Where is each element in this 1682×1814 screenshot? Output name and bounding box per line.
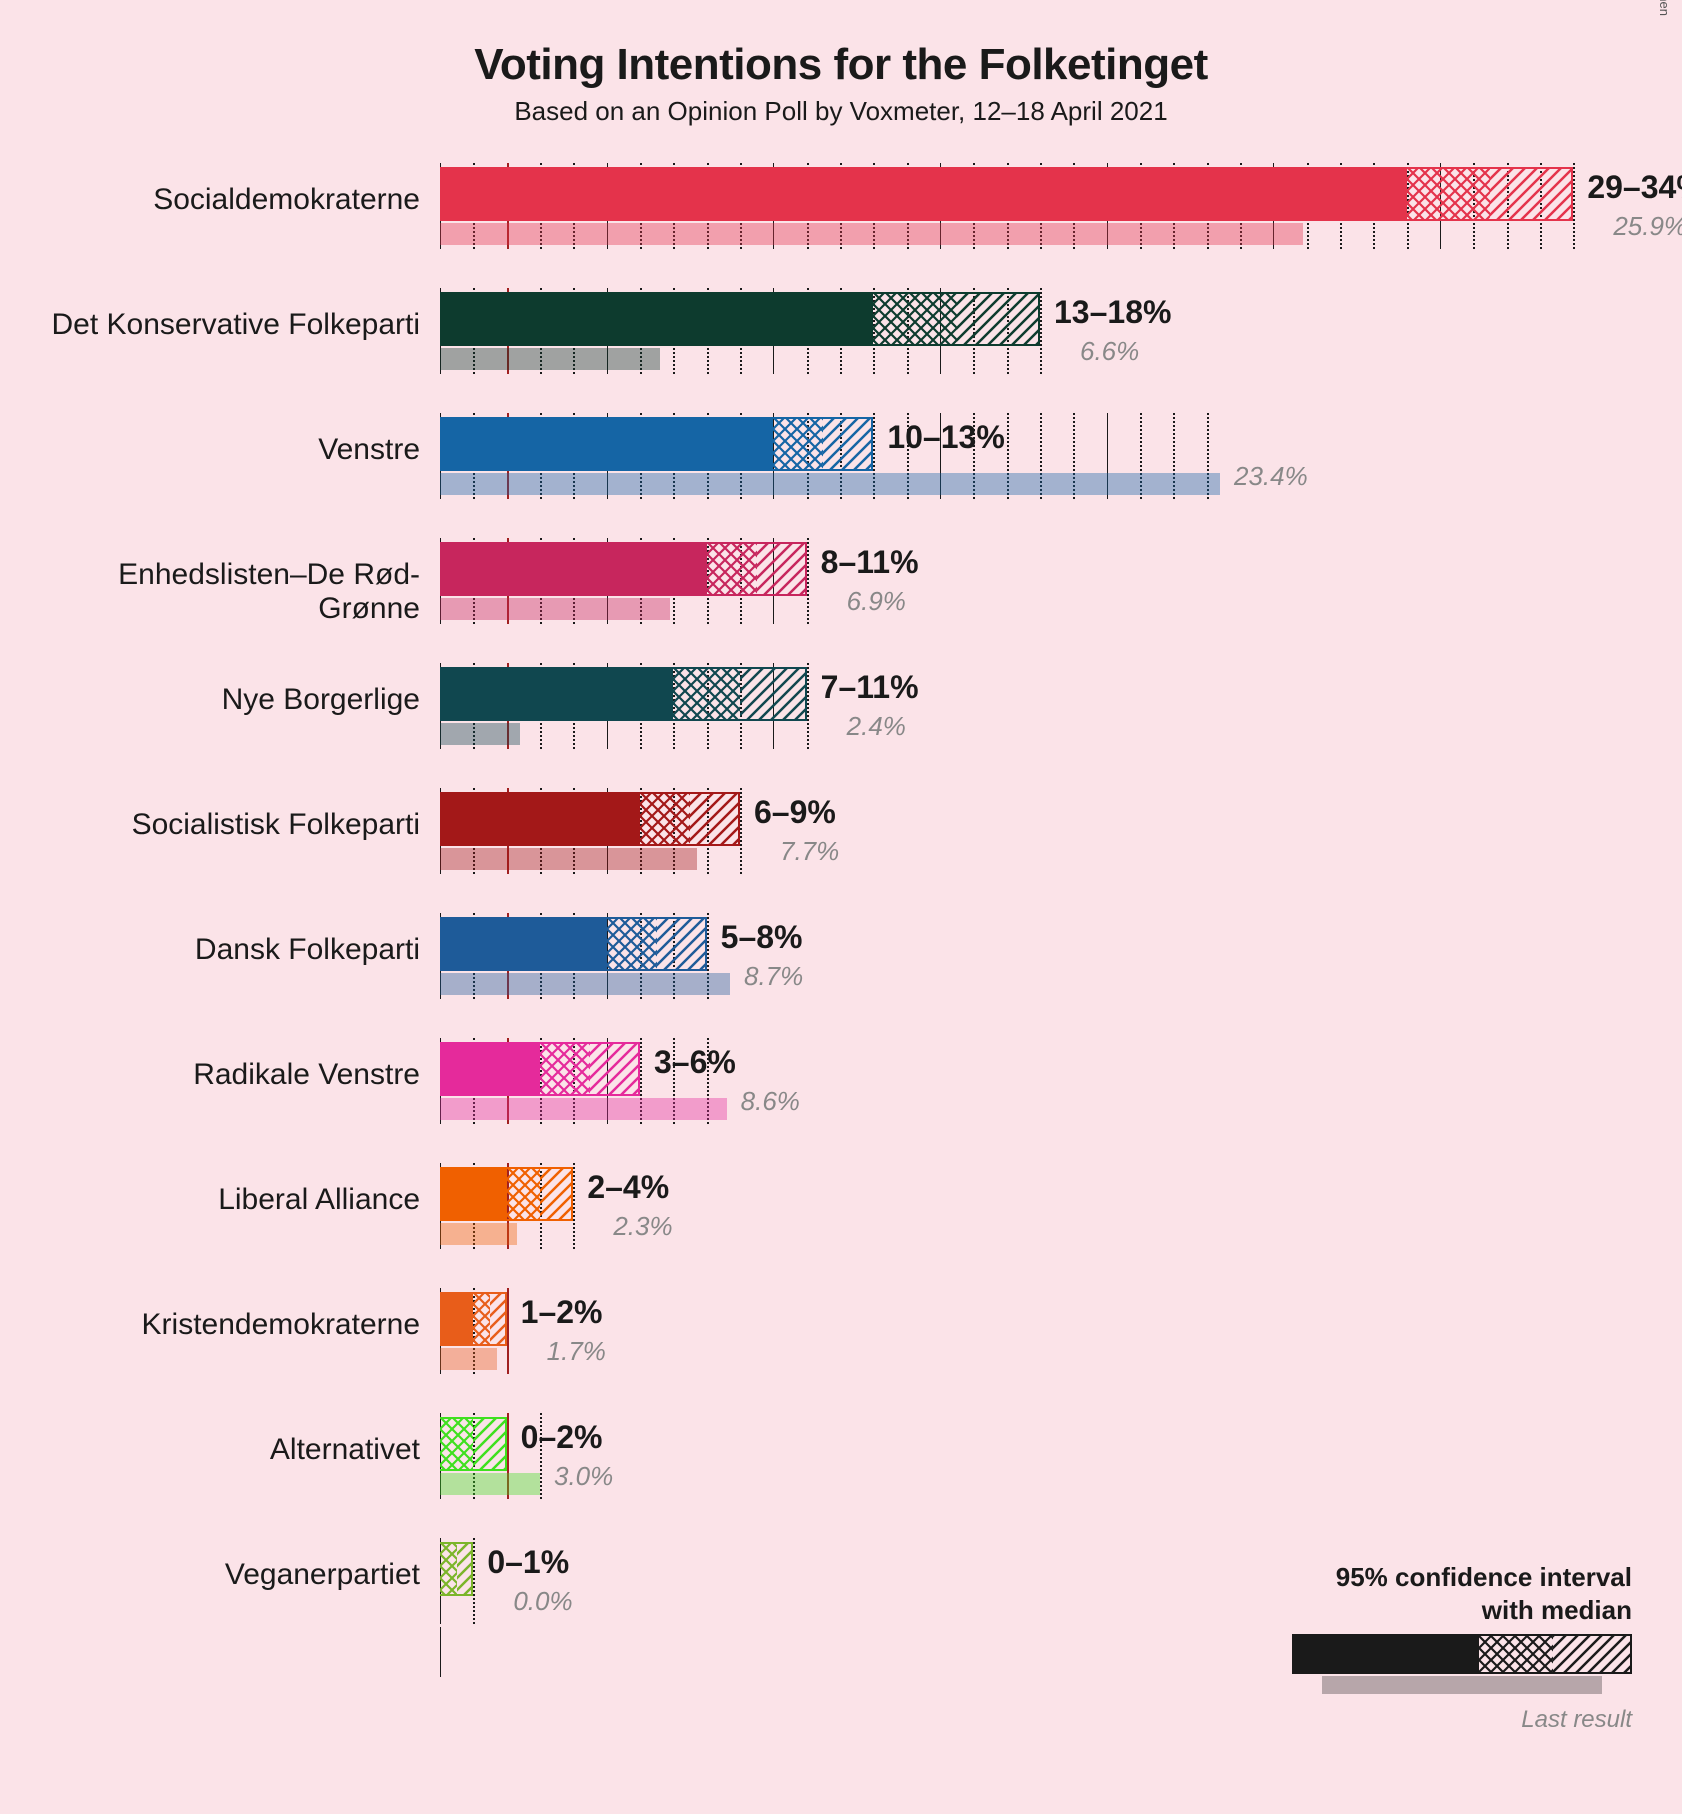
bar-confidence-interval <box>440 1417 507 1471</box>
bar-last-result <box>440 598 670 620</box>
chart-row: Enhedslisten–De Rød-Grønne8–11%6.9% <box>440 532 1640 657</box>
bar-last-result <box>440 348 660 370</box>
value-last: 0.0% <box>513 1586 572 1617</box>
legend-last-label: Last result <box>1272 1706 1632 1734</box>
value-last: 2.3% <box>613 1211 672 1242</box>
party-label: Kristendemokraterne <box>30 1308 420 1342</box>
minor-gridline <box>807 538 809 624</box>
value-range: 0–2% <box>521 1419 603 1456</box>
chart-row: Socialistisk Folkeparti6–9%7.7% <box>440 782 1640 907</box>
bar-confidence-interval <box>440 667 807 721</box>
value-last: 6.6% <box>1080 336 1139 367</box>
copyright-text: © 2021 Filip van Laenen <box>1657 0 1672 16</box>
bar-confidence-interval <box>440 542 807 596</box>
value-last: 6.9% <box>847 586 906 617</box>
party-label: Enhedslisten–De Rød-Grønne <box>30 558 420 626</box>
party-label: Dansk Folkeparti <box>30 933 420 967</box>
minor-gridline <box>1040 288 1042 374</box>
chart-row: Nye Borgerlige7–11%2.4% <box>440 657 1640 782</box>
bar-last-result <box>440 1098 727 1120</box>
value-range: 1–2% <box>521 1294 603 1331</box>
bar-last-result <box>440 1223 517 1245</box>
bar-confidence-interval <box>440 417 873 471</box>
value-last: 1.7% <box>547 1336 606 1367</box>
bar-last-result <box>440 973 730 995</box>
minor-gridline <box>740 788 742 874</box>
minor-gridline <box>573 1163 575 1249</box>
party-label: Alternativet <box>30 1433 420 1467</box>
bar-last-result <box>440 723 520 745</box>
bar-confidence-interval <box>440 1167 573 1221</box>
bar-confidence-interval <box>440 1542 473 1596</box>
value-range: 10–13% <box>887 419 1004 456</box>
value-last: 8.7% <box>744 961 803 992</box>
bar-confidence-interval <box>440 917 707 971</box>
value-last: 2.4% <box>847 711 906 742</box>
bar-last-result <box>440 1473 540 1495</box>
value-range: 29–34% <box>1587 169 1682 206</box>
chart-row: Venstre10–13%23.4% <box>440 407 1640 532</box>
party-label: Nye Borgerlige <box>30 683 420 717</box>
minor-gridline <box>473 1538 475 1624</box>
bar-last-result <box>440 473 1220 495</box>
threshold-line <box>507 1288 509 1374</box>
chart-subtitle: Based on an Opinion Poll by Voxmeter, 12… <box>40 96 1642 127</box>
legend-title: 95% confidence interval with median <box>1272 1561 1632 1626</box>
value-range: 0–1% <box>487 1544 569 1581</box>
chart-row: Det Konservative Folkeparti13–18%6.6% <box>440 282 1640 407</box>
party-label: Det Konservative Folkeparti <box>30 308 420 342</box>
bar-last-result <box>440 848 697 870</box>
value-range: 2–4% <box>587 1169 669 1206</box>
legend: 95% confidence interval with median Last… <box>1272 1561 1632 1734</box>
party-label: Radikale Venstre <box>30 1058 420 1092</box>
bar-confidence-interval <box>440 292 1040 346</box>
value-range: 7–11% <box>821 669 919 706</box>
value-range: 5–8% <box>721 919 803 956</box>
plot-area: Socialdemokraterne29–34%25.9%Det Konserv… <box>440 157 1640 1777</box>
value-range: 13–18% <box>1054 294 1171 331</box>
value-last: 25.9% <box>1613 211 1682 242</box>
bar-last-result <box>440 1348 497 1370</box>
bar-confidence-interval <box>440 1292 507 1346</box>
party-label: Venstre <box>30 433 420 467</box>
legend-title-line2: with median <box>1482 1595 1632 1625</box>
bar-confidence-interval <box>440 1042 640 1096</box>
party-label: Socialdemokraterne <box>30 183 420 217</box>
value-range: 6–9% <box>754 794 836 831</box>
value-last: 8.6% <box>741 1086 800 1117</box>
bar-confidence-interval <box>440 167 1573 221</box>
minor-gridline <box>807 663 809 749</box>
party-label: Liberal Alliance <box>30 1183 420 1217</box>
chart-row: Kristendemokraterne1–2%1.7% <box>440 1282 1640 1407</box>
legend-bar-ci <box>1292 1634 1632 1674</box>
value-range: 8–11% <box>821 544 919 581</box>
chart-row: Radikale Venstre3–6%8.6% <box>440 1032 1640 1157</box>
chart-row: Alternativet0–2%3.0% <box>440 1407 1640 1532</box>
bar-confidence-interval <box>440 792 740 846</box>
legend-title-line1: 95% confidence interval <box>1336 1562 1632 1592</box>
bar-last-result <box>440 223 1303 245</box>
legend-bars <box>1272 1634 1632 1704</box>
value-last: 3.0% <box>554 1461 613 1492</box>
minor-gridline <box>1573 163 1575 249</box>
chart-row: Dansk Folkeparti5–8%8.7% <box>440 907 1640 1032</box>
chart-row: Socialdemokraterne29–34%25.9% <box>440 157 1640 282</box>
legend-bar-last <box>1322 1676 1602 1694</box>
party-label: Socialistisk Folkeparti <box>30 808 420 842</box>
chart-row: Liberal Alliance2–4%2.3% <box>440 1157 1640 1282</box>
chart-title: Voting Intentions for the Folketinget <box>40 40 1642 90</box>
value-last: 23.4% <box>1234 461 1308 492</box>
chart-container: © 2021 Filip van Laenen Voting Intention… <box>0 0 1682 1814</box>
value-range: 3–6% <box>654 1044 736 1081</box>
value-last: 7.7% <box>780 836 839 867</box>
party-label: Veganerpartiet <box>30 1558 420 1592</box>
